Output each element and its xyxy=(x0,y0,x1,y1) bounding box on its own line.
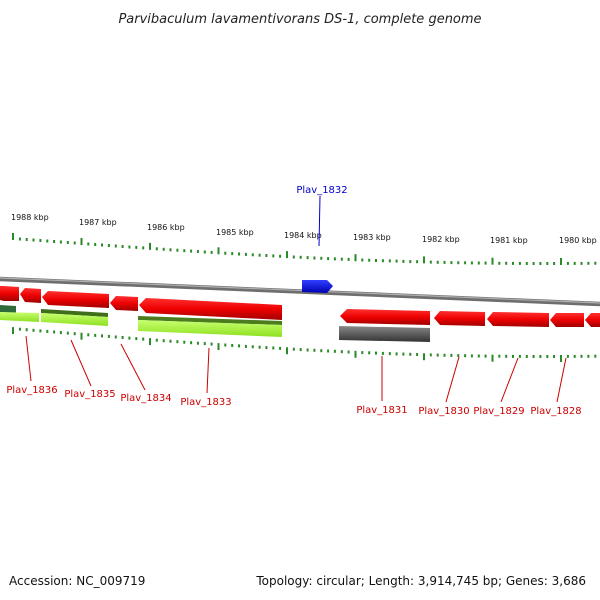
gene-arrow[interactable] xyxy=(487,312,549,327)
gene-arrow-left-edge[interactable] xyxy=(0,286,19,301)
scale-ticks-top xyxy=(12,233,597,265)
gene-arrow[interactable] xyxy=(110,296,138,311)
genome-backbone-highlight xyxy=(0,277,600,304)
genome-summary-text: Topology: circular; Length: 3,914,745 bp… xyxy=(256,574,586,588)
kbp-label: 1983 kbp xyxy=(353,233,391,242)
gene-arrow[interactable] xyxy=(42,291,109,308)
feature-green[interactable] xyxy=(41,313,108,326)
gene-label-plav-1829[interactable]: Plav_1829 xyxy=(473,406,524,417)
feature-dark-green[interactable] xyxy=(0,305,16,313)
feature-green[interactable] xyxy=(138,320,282,337)
scale-ticks-bottom xyxy=(12,327,597,362)
gene-label-plav-1832[interactable]: Plav_1832 xyxy=(296,185,347,196)
leader-line xyxy=(120,343,146,391)
kbp-label: 1988 kbp xyxy=(11,213,49,222)
leader-line xyxy=(500,357,519,403)
kbp-label: 1980 kbp xyxy=(559,236,597,245)
kbp-label: 1984 kbp xyxy=(284,231,322,240)
kbp-label: 1982 kbp xyxy=(422,235,460,244)
feature-green-dark[interactable] xyxy=(41,309,108,317)
gene-arrow[interactable] xyxy=(340,309,430,325)
gene-arrow-right-edge[interactable] xyxy=(585,313,600,327)
genome-backbone xyxy=(0,276,600,307)
feature-green-dark[interactable] xyxy=(138,316,282,325)
gene-label-plav-1831[interactable]: Plav_1831 xyxy=(356,405,407,416)
gene-label-plav-1834[interactable]: Plav_1834 xyxy=(120,393,171,404)
feature-gray[interactable] xyxy=(339,326,430,342)
gene-arrow[interactable] xyxy=(434,311,485,326)
genome-title: Parvibaculum lavamentivorans DS-1, compl… xyxy=(118,12,481,27)
feature-green[interactable] xyxy=(0,312,39,322)
gene-label-plav-1828[interactable]: Plav_1828 xyxy=(530,406,581,417)
leader-line xyxy=(206,347,210,394)
kbp-label: 1987 kbp xyxy=(79,218,117,227)
gene-label-plav-1830[interactable]: Plav_1830 xyxy=(418,406,469,417)
feature-track xyxy=(0,305,430,342)
gene-leader-lines xyxy=(25,335,567,403)
kbp-label: 1986 kbp xyxy=(147,223,185,232)
gene-label-plav-1835[interactable]: Plav_1835 xyxy=(64,389,115,400)
gene-plav-1832-leader xyxy=(318,195,321,247)
accession-text: Accession: NC_009719 xyxy=(9,574,146,588)
leader-line xyxy=(556,357,567,403)
gene-labels: Plav_1836 Plav_1835 Plav_1834 Plav_1833 … xyxy=(6,385,581,417)
gene-label-plav-1833[interactable]: Plav_1833 xyxy=(180,397,231,408)
kbp-label: 1981 kbp xyxy=(490,236,528,245)
kbp-scale-labels: 1988 kbp 1987 kbp 1986 kbp 1985 kbp 1984… xyxy=(11,213,597,245)
leader-line xyxy=(25,335,32,382)
gene-arrow[interactable] xyxy=(139,298,282,320)
gene-arrow[interactable] xyxy=(20,288,41,303)
gene-arrow[interactable] xyxy=(550,313,584,327)
leader-line xyxy=(70,339,92,387)
leader-line xyxy=(445,356,460,403)
gene-label-plav-1836[interactable]: Plav_1836 xyxy=(6,385,57,396)
kbp-label: 1985 kbp xyxy=(216,228,254,237)
gene-plav-1832-arrow[interactable] xyxy=(302,280,333,293)
reverse-strand-genes xyxy=(0,286,600,327)
